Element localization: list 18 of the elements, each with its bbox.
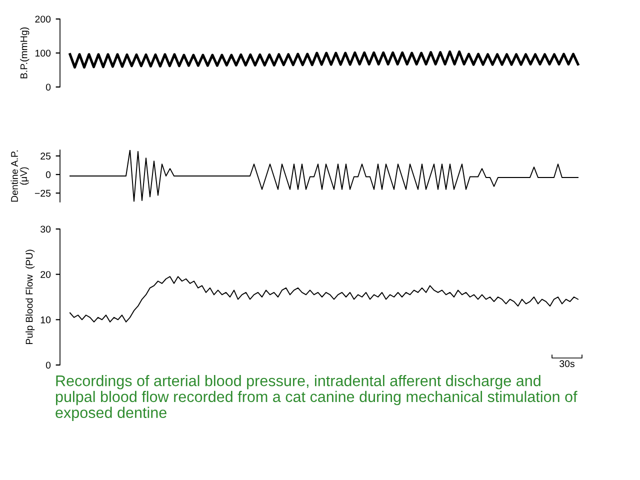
y-axis-title: Dentine A.P. (μV) <box>10 150 29 202</box>
y-tick-label: 0 <box>46 84 51 91</box>
y-tick-label: 20 <box>40 271 51 278</box>
y-tick-label: 200 <box>35 16 51 23</box>
y-tick-label: −25 <box>34 190 51 197</box>
annotation: 30s <box>560 360 574 368</box>
y-tick-label: 30 <box>40 226 51 233</box>
y-tick-label: 0 <box>46 362 51 369</box>
y-tick-label: 0 <box>46 171 51 178</box>
text: Recordings of arterial blood pressure, intradental afferent discharge and pulpal blood flow recorded from a cat canine during mechanical stimulation of exposed dentine <box>56 375 578 422</box>
line-series <box>70 276 578 322</box>
y-axis-title: B.P.(mmHg) <box>20 27 30 78</box>
line-series <box>70 150 578 202</box>
y-tick-label: 100 <box>35 50 51 57</box>
y-axis-title: Pulp Blood Flow (PU) <box>26 250 35 344</box>
y-tick-label: 10 <box>40 316 51 324</box>
y-tick-label: 25 <box>40 152 51 160</box>
line-series <box>68 50 580 69</box>
